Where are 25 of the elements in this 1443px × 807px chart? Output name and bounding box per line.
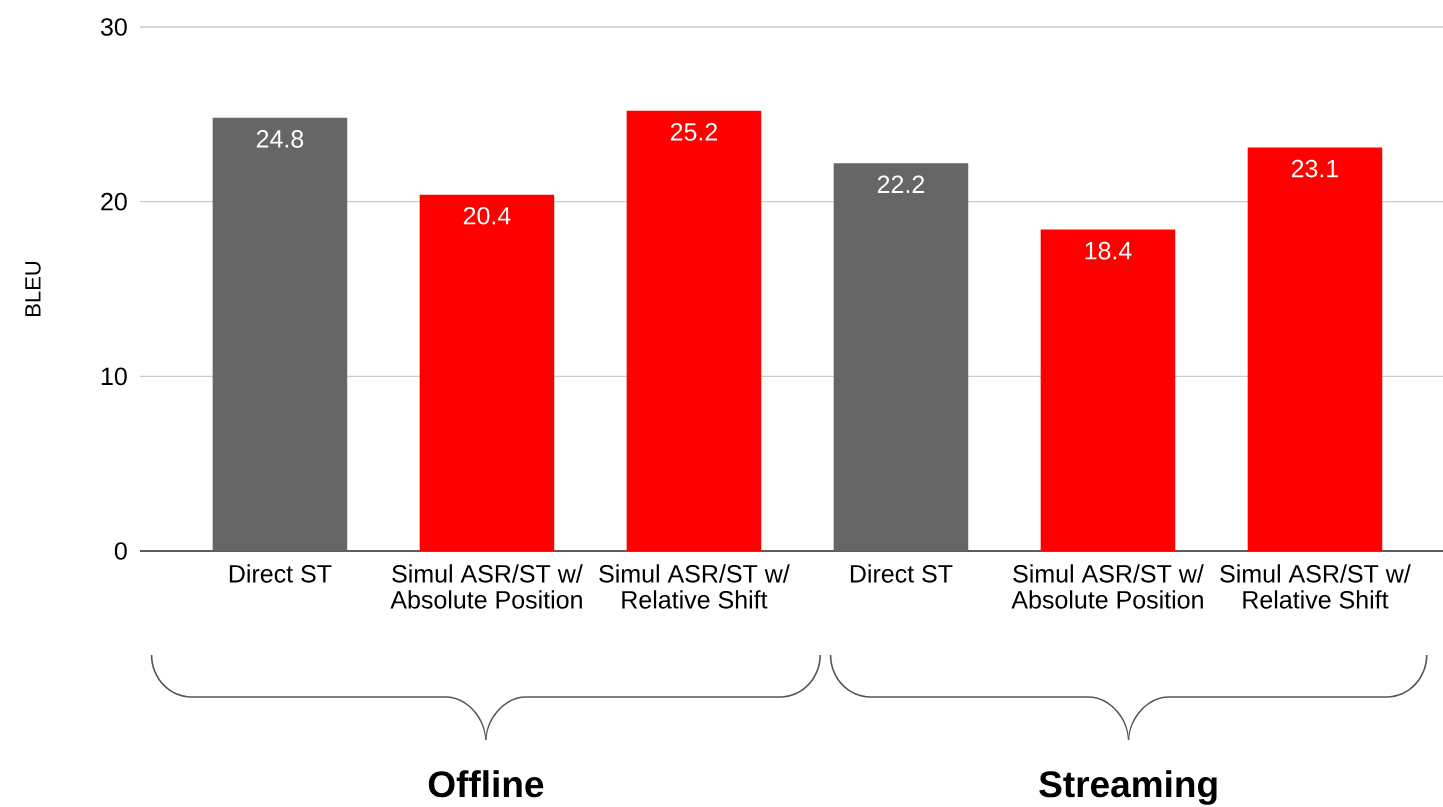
x-tick-label: Simul ASR/ST w/ Relative Shift <box>599 564 790 609</box>
text: Offline <box>428 770 544 798</box>
bar <box>833 163 969 551</box>
x-tick-label: Simul ASR/ST w/ Absolute Position <box>1011 564 1204 609</box>
y-tick-label: 30 <box>100 18 127 36</box>
bar <box>419 194 555 551</box>
data-label: 25.2 <box>670 123 718 141</box>
y-axis-title: BLEU <box>25 261 41 316</box>
x-tick-label: Simul ASR/ST w/ Relative Shift <box>1220 564 1411 609</box>
x-tick-label: Direct ST <box>229 564 332 583</box>
data-label: 23.1 <box>1291 159 1339 178</box>
data-label: 18.4 <box>1085 241 1132 260</box>
bar <box>1247 147 1383 551</box>
y-tick-label: 20 <box>101 192 127 211</box>
text: Streaming <box>1039 770 1217 805</box>
bar <box>626 110 762 551</box>
x-tick-label: Simul ASR/ST w/ Absolute Position <box>390 564 583 609</box>
bar <box>212 117 348 551</box>
data-label: 24.8 <box>256 130 304 148</box>
y-tick-label: 10 <box>101 367 127 386</box>
y-tick-label: 0 <box>114 542 127 560</box>
data-label: 20.4 <box>463 206 511 225</box>
x-tick-label: Direct ST <box>850 564 953 583</box>
bar <box>1040 229 1176 551</box>
data-label: 22.2 <box>877 175 925 193</box>
